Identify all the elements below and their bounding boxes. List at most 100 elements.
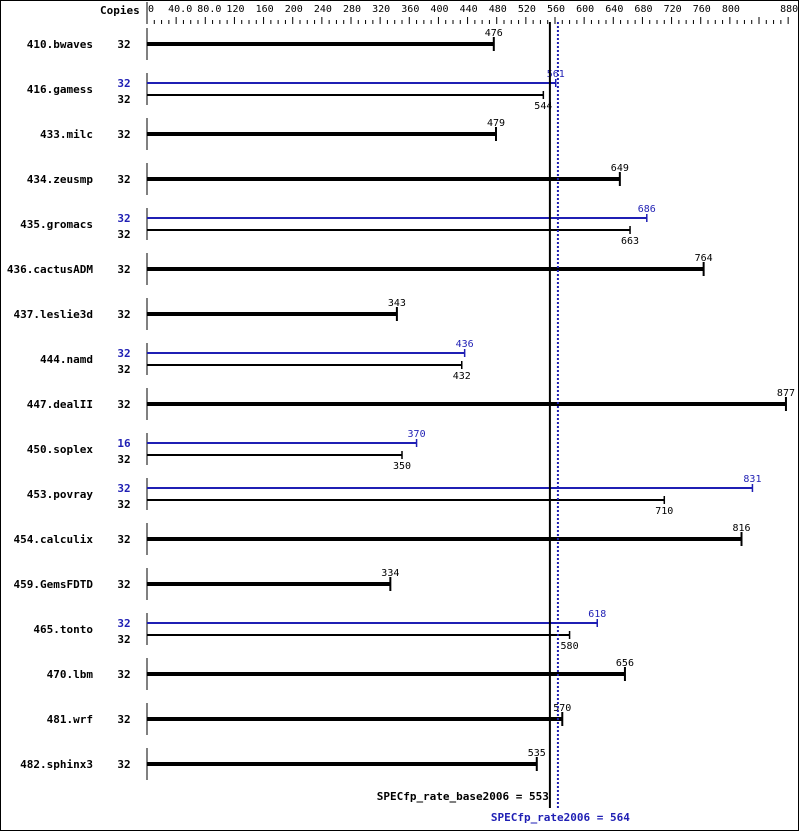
benchmark-name: 459.GemsFDTD bbox=[14, 578, 94, 591]
base-value-label: 570 bbox=[553, 703, 571, 714]
benchmark-row: 434.zeusmp 32 649 bbox=[27, 163, 629, 195]
benchmark-name: 410.bwaves bbox=[27, 38, 93, 51]
base-value-label: 476 bbox=[485, 28, 503, 39]
peak-copies: 32 bbox=[117, 617, 130, 630]
base-copies: 32 bbox=[117, 363, 130, 376]
base-copies: 32 bbox=[117, 173, 130, 186]
base-value-label: 479 bbox=[487, 118, 505, 129]
base-value-label: 663 bbox=[621, 236, 639, 247]
benchmark-row: 450.soplex 16 32 370 350 bbox=[27, 429, 426, 472]
reference-lines: SPECfp_rate_base2006 = 553 SPECfp_rate200… bbox=[377, 22, 630, 824]
tick-label: 560 bbox=[547, 4, 565, 15]
base-value-label: 343 bbox=[388, 298, 406, 309]
tick-label: 0 bbox=[148, 4, 154, 15]
tick-label: 40.0 bbox=[168, 4, 192, 15]
base-value-label: 710 bbox=[655, 506, 673, 517]
tick-label: 640 bbox=[605, 4, 623, 15]
benchmark-row: 447.dealII 32 877 bbox=[27, 388, 795, 420]
benchmark-name: 450.soplex bbox=[27, 443, 94, 456]
base-copies: 32 bbox=[117, 758, 130, 771]
peak-value-label: 618 bbox=[588, 609, 606, 620]
peak-copies: 32 bbox=[117, 77, 130, 90]
base-copies: 32 bbox=[117, 668, 130, 681]
base-copies: 32 bbox=[117, 263, 130, 276]
base-copies: 32 bbox=[117, 38, 130, 51]
benchmark-row: 470.lbm 32 656 bbox=[47, 658, 634, 690]
peak-value-label: 831 bbox=[743, 474, 761, 485]
tick-label: 720 bbox=[664, 4, 682, 15]
peak-copies: 32 bbox=[117, 212, 130, 225]
base-value-label: 580 bbox=[561, 641, 579, 652]
benchmark-name: 470.lbm bbox=[47, 668, 94, 681]
peak-value-label: 561 bbox=[547, 69, 565, 80]
tick-label: 440 bbox=[460, 4, 478, 15]
base-copies: 32 bbox=[117, 398, 130, 411]
tick-label: 80.0 bbox=[197, 4, 221, 15]
base-copies: 32 bbox=[117, 228, 130, 241]
benchmark-row: 410.bwaves 32 476 bbox=[27, 28, 503, 60]
base-reference-label: SPECfp_rate_base2006 = 553 bbox=[377, 790, 549, 803]
tick-label: 280 bbox=[343, 4, 361, 15]
base-value-label: 656 bbox=[616, 658, 634, 669]
benchmark-name: 453.povray bbox=[27, 488, 94, 501]
tick-label: 120 bbox=[226, 4, 244, 15]
peak-copies: 32 bbox=[117, 347, 130, 360]
benchmark-name: 481.wrf bbox=[47, 713, 93, 726]
base-copies: 32 bbox=[117, 498, 130, 511]
tick-label: 400 bbox=[430, 4, 448, 15]
peak-value-label: 370 bbox=[408, 429, 426, 440]
benchmark-row: 481.wrf 32 570 bbox=[47, 703, 571, 735]
benchmark-row: 416.gamess 32 32 561 544 bbox=[27, 69, 565, 112]
base-copies: 32 bbox=[117, 713, 130, 726]
benchmark-row: 459.GemsFDTD 32 334 bbox=[14, 568, 399, 600]
tick-label: 880 bbox=[780, 4, 798, 15]
base-value-label: 535 bbox=[528, 748, 546, 759]
base-value-label: 544 bbox=[534, 101, 552, 112]
benchmark-name: 447.dealII bbox=[27, 398, 93, 411]
peak-value-label: 686 bbox=[638, 204, 656, 215]
tick-label: 160 bbox=[256, 4, 274, 15]
base-copies: 32 bbox=[117, 633, 130, 646]
base-value-label: 877 bbox=[777, 388, 795, 399]
tick-label: 240 bbox=[314, 4, 332, 15]
benchmark-row: 444.namd 32 32 436 432 bbox=[40, 339, 474, 382]
base-value-label: 432 bbox=[453, 371, 471, 382]
peak-value-label: 436 bbox=[456, 339, 474, 350]
benchmark-name: 434.zeusmp bbox=[27, 173, 94, 186]
base-copies: 32 bbox=[117, 578, 130, 591]
tick-label: 760 bbox=[693, 4, 711, 15]
benchmark-name: 465.tonto bbox=[33, 623, 93, 636]
benchmark-row: 465.tonto 32 32 618 580 bbox=[33, 609, 606, 652]
tick-label: 600 bbox=[576, 4, 594, 15]
base-value-label: 334 bbox=[381, 568, 399, 579]
tick-label: 800 bbox=[722, 4, 740, 15]
peak-copies: 16 bbox=[117, 437, 131, 450]
benchmark-name: 482.sphinx3 bbox=[20, 758, 93, 771]
peak-copies: 32 bbox=[117, 482, 130, 495]
tick-label: 200 bbox=[285, 4, 303, 15]
benchmark-row: 433.milc 32 479 bbox=[40, 118, 505, 150]
benchmark-rows: 410.bwaves 32 476 416.gamess 32 32 561 544 433.m… bbox=[7, 28, 795, 780]
base-copies: 32 bbox=[117, 453, 130, 466]
base-copies: 32 bbox=[117, 128, 130, 141]
tick-label: 480 bbox=[489, 4, 507, 15]
base-copies: 32 bbox=[117, 308, 130, 321]
benchmark-row: 454.calculix 32 816 bbox=[14, 523, 751, 555]
benchmark-row: 437.leslie3d 32 343 bbox=[14, 298, 406, 330]
tick-label: 360 bbox=[401, 4, 419, 15]
tick-label: 320 bbox=[372, 4, 390, 15]
benchmark-row: 436.cactusADM 32 764 bbox=[7, 253, 713, 285]
benchmark-name: 436.cactusADM bbox=[7, 263, 93, 276]
base-value-label: 816 bbox=[732, 523, 750, 534]
benchmark-name: 433.milc bbox=[40, 128, 93, 141]
benchmark-name: 444.namd bbox=[40, 353, 93, 366]
base-value-label: 350 bbox=[393, 461, 411, 472]
peak-reference-label: SPECfp_rate2006 = 564 bbox=[491, 811, 630, 824]
base-copies: 32 bbox=[117, 533, 130, 546]
top-axis: 0 40.0 80.0 120 160 200 240 280 320 360 400 440 480 5… bbox=[146, 2, 798, 24]
benchmark-name: 437.leslie3d bbox=[14, 308, 93, 321]
tick-label: 680 bbox=[634, 4, 652, 15]
tick-label: 520 bbox=[518, 4, 536, 15]
